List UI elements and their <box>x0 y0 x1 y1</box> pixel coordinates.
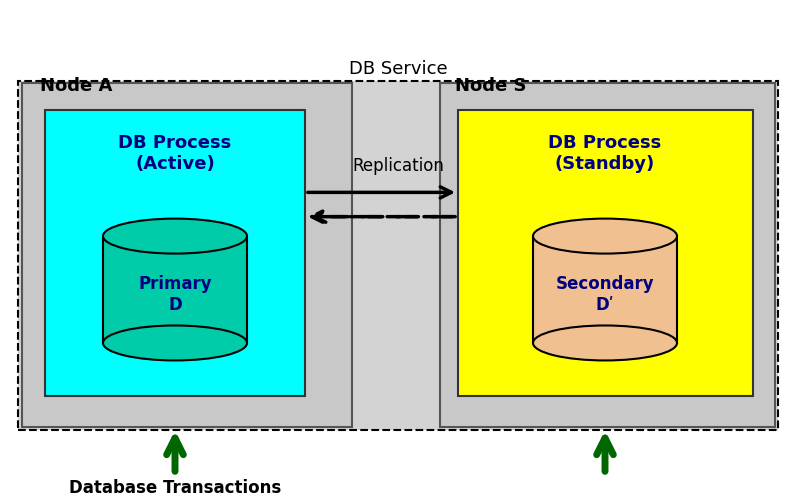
Ellipse shape <box>103 326 247 361</box>
Text: Replication: Replication <box>352 157 444 175</box>
Text: DB Service: DB Service <box>349 60 447 78</box>
FancyBboxPatch shape <box>45 110 305 396</box>
Text: Node S: Node S <box>455 77 526 95</box>
Ellipse shape <box>533 326 677 361</box>
Bar <box>533 236 677 343</box>
Ellipse shape <box>533 219 677 253</box>
FancyBboxPatch shape <box>458 110 753 396</box>
Bar <box>103 236 247 343</box>
Text: Database Transactions: Database Transactions <box>69 479 281 497</box>
Text: Secondary
Dʹ: Secondary Dʹ <box>556 275 654 314</box>
FancyBboxPatch shape <box>22 83 352 427</box>
Text: DB Process
(Active): DB Process (Active) <box>119 134 232 173</box>
FancyBboxPatch shape <box>18 81 778 430</box>
Text: DB Process
(Standby): DB Process (Standby) <box>548 134 661 173</box>
Ellipse shape <box>103 219 247 253</box>
FancyBboxPatch shape <box>440 83 775 427</box>
Text: Node A: Node A <box>40 77 112 95</box>
Text: Primary
D: Primary D <box>139 275 212 314</box>
